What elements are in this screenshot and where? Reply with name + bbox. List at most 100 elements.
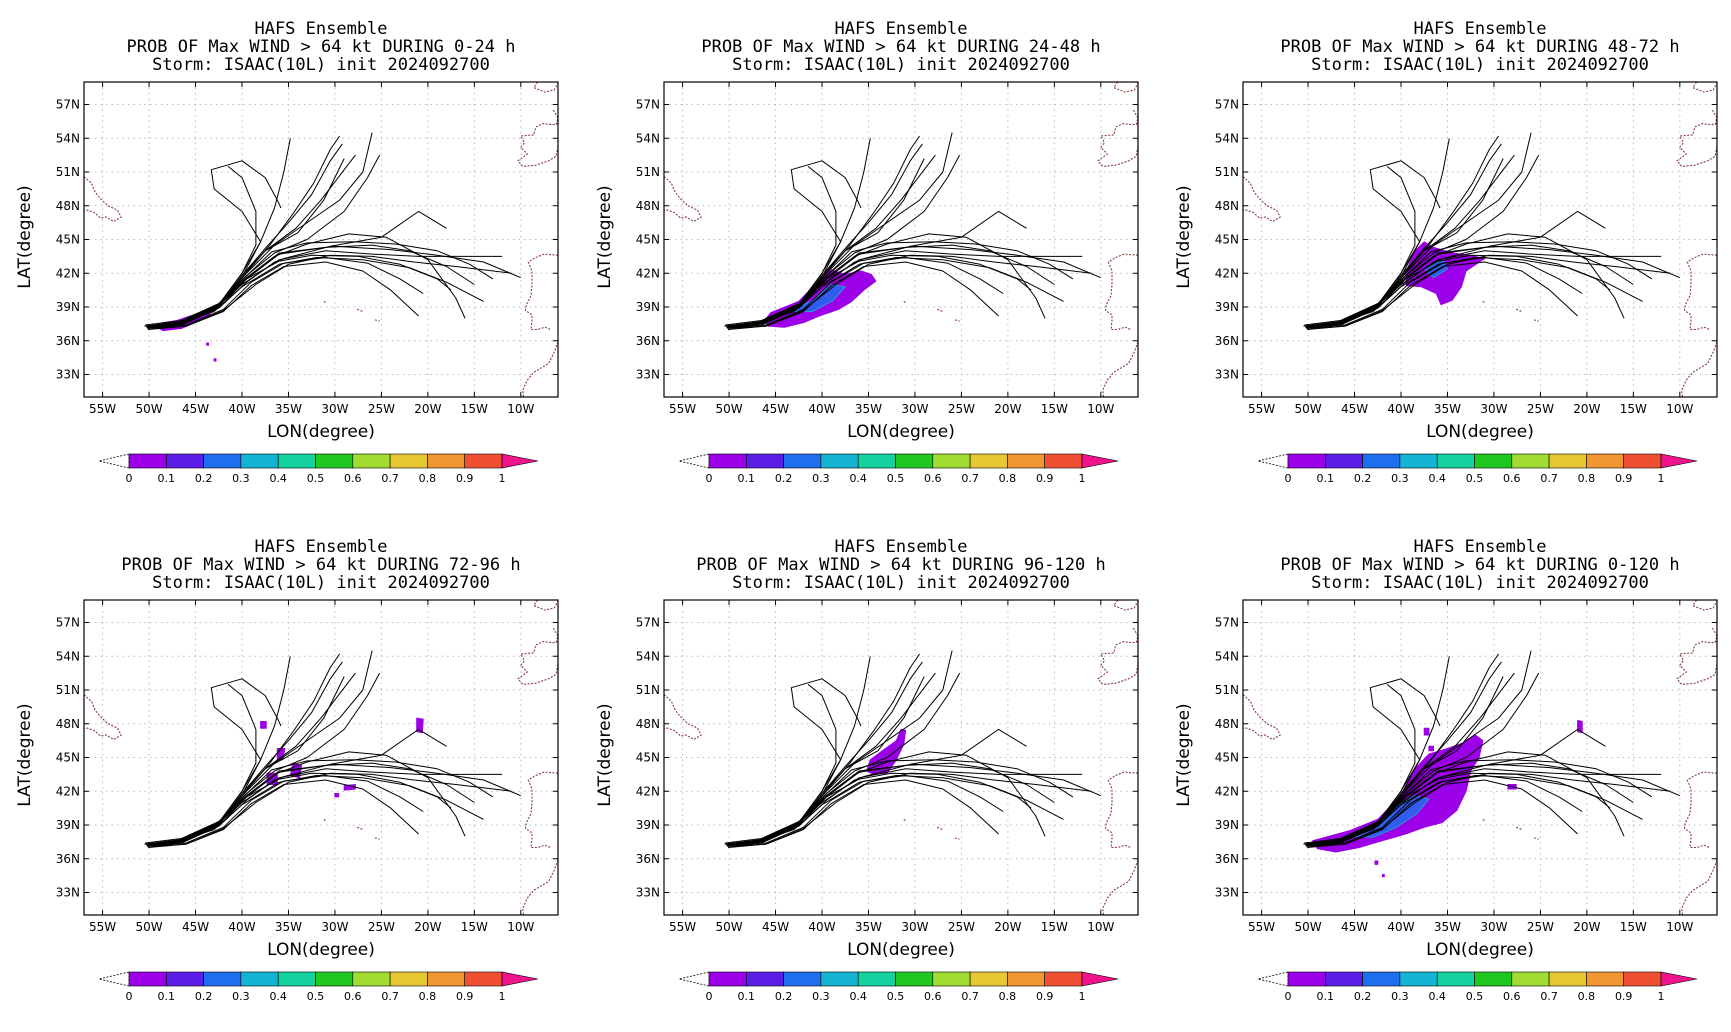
ensemble-track	[727, 672, 936, 846]
panel-title-line2: PROB OF Max WIND > 64 kt DURING 48-72 h	[1280, 37, 1679, 57]
colorbar-segment	[352, 971, 391, 987]
lat-tick-label: 51N	[1215, 683, 1239, 697]
lon-tick-label: 20W	[994, 402, 1021, 416]
lon-tick-label: 40W	[1387, 402, 1414, 416]
panel-title-line3: Storm: ISAAC(10L) init 2024092700	[152, 573, 490, 593]
map-content	[664, 600, 1138, 915]
lon-tick-label: 35W	[855, 920, 882, 934]
lat-tick-label: 45N	[1215, 233, 1239, 247]
lat-tick-label: 42N	[56, 784, 80, 798]
colorbar-segment	[277, 453, 316, 469]
colorbar-label: 0.6	[924, 990, 942, 1003]
lon-tick-label: 30W	[321, 920, 348, 934]
colorbar-low-triangle	[1257, 971, 1289, 987]
lon-tick-label: 45W	[762, 402, 789, 416]
panel-title-line3: Storm: ISAAC(10L) init 2024092700	[1311, 573, 1649, 593]
map-panel-0-120h: HAFS Ensemble PROB OF Max WIND > 64 kt D…	[1174, 537, 1718, 1003]
map-content	[1243, 600, 1717, 915]
ensemble-track	[147, 244, 475, 329]
lon-tick-label: 40W	[808, 402, 835, 416]
lon-tick-label: 50W	[715, 402, 742, 416]
coastline-azores	[1515, 826, 1523, 831]
colorbar-low-triangle	[98, 453, 130, 469]
lon-tick-label: 50W	[1294, 402, 1321, 416]
coastline-newfoundland	[664, 694, 702, 741]
ensemble-track	[1306, 244, 1634, 329]
colorbar-low-triangle	[98, 971, 130, 987]
ensemble-track	[148, 257, 424, 328]
lat-tick-label: 48N	[636, 199, 660, 213]
lon-tick-label: 25W	[1527, 920, 1554, 934]
coastline-azores	[1533, 837, 1539, 840]
colorbar-segment	[240, 971, 279, 987]
ensemble-track	[727, 772, 1032, 846]
coastline-europe	[1112, 82, 1138, 93]
colorbar-label: 0.5	[1466, 990, 1484, 1003]
lon-tick-label: 50W	[135, 402, 162, 416]
colorbar-segment	[277, 971, 316, 987]
lat-tick-label: 54N	[56, 649, 80, 663]
lon-tick-label: 25W	[368, 920, 395, 934]
lat-tick-label: 51N	[56, 683, 80, 697]
probability-region	[334, 793, 340, 798]
colorbar-segment	[1007, 971, 1045, 987]
lon-tick-label: 30W	[321, 402, 348, 416]
lat-tick-label: 51N	[56, 165, 80, 179]
ensemble-track	[1306, 672, 1540, 845]
coastline-newfoundland	[84, 176, 122, 223]
y-axis-label: LAT(degree)	[1174, 703, 1194, 806]
lat-tick-label: 42N	[636, 784, 660, 798]
colorbar-segment	[969, 453, 1008, 469]
lat-tick-label: 57N	[1215, 98, 1239, 112]
coastline-europe	[524, 771, 558, 849]
colorbar-label: 0.1	[738, 472, 756, 485]
x-axis-label: LON(degree)	[267, 422, 375, 442]
colorbar-segment	[857, 453, 896, 469]
map-panel-24-48h: HAFS Ensemble PROB OF Max WIND > 64 kt D…	[595, 19, 1139, 485]
lat-tick-label: 39N	[1215, 300, 1239, 314]
lon-tick-label: 10W	[1087, 402, 1114, 416]
probability-region	[1381, 874, 1385, 878]
colorbar-label: 0.5	[1466, 472, 1484, 485]
colorbar-label: 0.6	[924, 472, 942, 485]
lat-tick-label: 39N	[1215, 818, 1239, 832]
colorbar-label: 1	[1658, 472, 1665, 485]
panel-title-line1: HAFS Ensemble	[834, 19, 967, 39]
coastline-azores	[323, 818, 326, 821]
ensemble-track	[147, 672, 356, 846]
coastline-europe	[1681, 859, 1717, 915]
colorbar-segment	[1325, 971, 1363, 987]
colorbar-segment	[1474, 453, 1513, 469]
probability-region	[343, 784, 356, 791]
colorbar-segment	[1287, 971, 1326, 987]
y-axis-label: LAT(degree)	[595, 703, 615, 806]
lat-tick-label: 48N	[56, 717, 80, 731]
x-axis-label: LON(degree)	[847, 940, 955, 960]
coastline-azores	[954, 319, 960, 322]
coastline-europe	[1676, 123, 1717, 167]
coastline-azores	[356, 826, 364, 831]
lon-tick-label: 15W	[1041, 402, 1068, 416]
colorbar-segment	[1548, 971, 1587, 987]
colorbar-segment	[1007, 453, 1045, 469]
ensemble-track	[1306, 241, 1653, 328]
y-axis-label: LAT(degree)	[595, 185, 615, 288]
colorbar-label: 0.3	[1391, 990, 1409, 1003]
map-content	[1243, 82, 1717, 397]
coastline-europe	[517, 123, 558, 167]
ensemble-track	[1307, 775, 1583, 846]
x-axis-label: LON(degree)	[1426, 940, 1534, 960]
colorbar: 0 0.1 0.2 0.3 0.4 0.5 0.6 0.7 0.8 0.9 1	[98, 453, 539, 485]
lat-tick-label: 57N	[636, 616, 660, 630]
colorbar-label: 0.7	[961, 472, 979, 485]
colorbar-low-triangle	[678, 453, 710, 469]
colorbar-segment	[1362, 971, 1401, 987]
lon-tick-label: 50W	[715, 920, 742, 934]
colorbar: 0 0.1 0.2 0.3 0.4 0.5 0.6 0.7 0.8 0.9 1	[678, 971, 1119, 1003]
colorbar-segment	[783, 453, 822, 469]
map-content	[84, 600, 558, 915]
colorbar-label: 0.1	[1317, 472, 1335, 485]
probability-region	[1312, 734, 1484, 853]
colorbar-segment	[1548, 453, 1587, 469]
